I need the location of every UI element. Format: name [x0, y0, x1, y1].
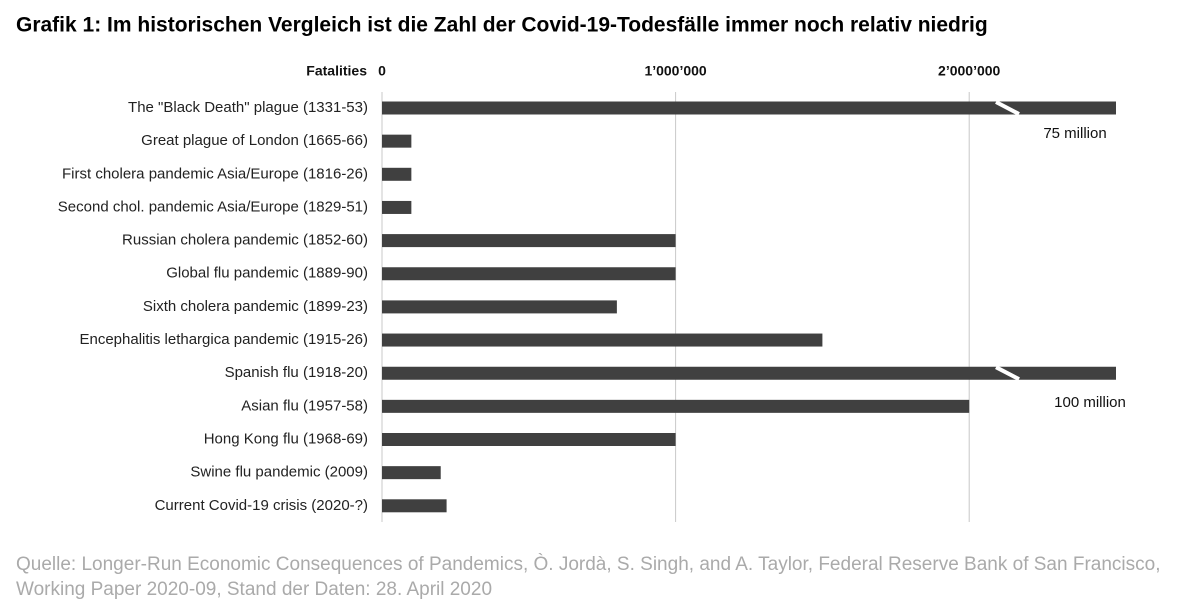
chart: Grafik 1: Im historischen Vergleich ist …	[16, 14, 1126, 522]
bar	[382, 134, 412, 148]
x-tick-label: 1’000’000	[644, 63, 706, 79]
x-tick-label: 0	[378, 63, 386, 79]
y-tick-label: Second chol. pandemic Asia/Europe (1829-…	[58, 198, 368, 215]
y-tick-label: Swine flu pandemic (2009)	[190, 464, 368, 481]
y-tick-label: Encephalitis lethargica pandemic (1915-2…	[79, 331, 368, 348]
y-tick-label: Global flu pandemic (1889-90)	[166, 265, 368, 282]
y-tick-label: First cholera pandemic Asia/Europe (1816…	[62, 165, 368, 182]
y-tick-label: The "Black Death" plague (1331-53)	[128, 99, 368, 116]
bar	[382, 101, 1116, 115]
bar	[382, 433, 676, 446]
y-tick-label: Current Covid-19 crisis (2020-?)	[155, 497, 368, 514]
y-tick-label: Sixth cholera pandemic (1899-23)	[143, 298, 368, 315]
bar	[382, 333, 823, 347]
value-label: 75 million	[1043, 125, 1106, 142]
chart-title: Grafik 1: Im historischen Vergleich ist …	[16, 14, 988, 37]
bar	[382, 267, 676, 281]
bar	[382, 499, 447, 513]
axis-label: Fatalities	[306, 63, 367, 79]
bar	[382, 399, 970, 413]
y-tick-label: Russian cholera pandemic (1852-60)	[122, 232, 368, 249]
bar	[382, 167, 412, 181]
y-tick-label: Great plague of London (1665-66)	[141, 132, 368, 149]
y-tick-label: Spanish flu (1918-20)	[225, 364, 368, 381]
bar	[382, 234, 676, 248]
axis-break	[995, 365, 1020, 381]
bar	[382, 366, 1116, 380]
y-tick-label: Hong Kong flu (1968-69)	[204, 430, 368, 447]
bar	[382, 200, 412, 214]
x-tick-label: 2’000’000	[938, 63, 1000, 79]
y-tick-label: Asian flu (1957-58)	[241, 397, 368, 414]
bar	[382, 466, 441, 480]
axis-break	[995, 100, 1020, 116]
bar	[382, 300, 617, 314]
source-note: Quelle: Longer-Run Economic Consequences…	[16, 554, 1161, 600]
value-label: 100 million	[1054, 394, 1126, 411]
